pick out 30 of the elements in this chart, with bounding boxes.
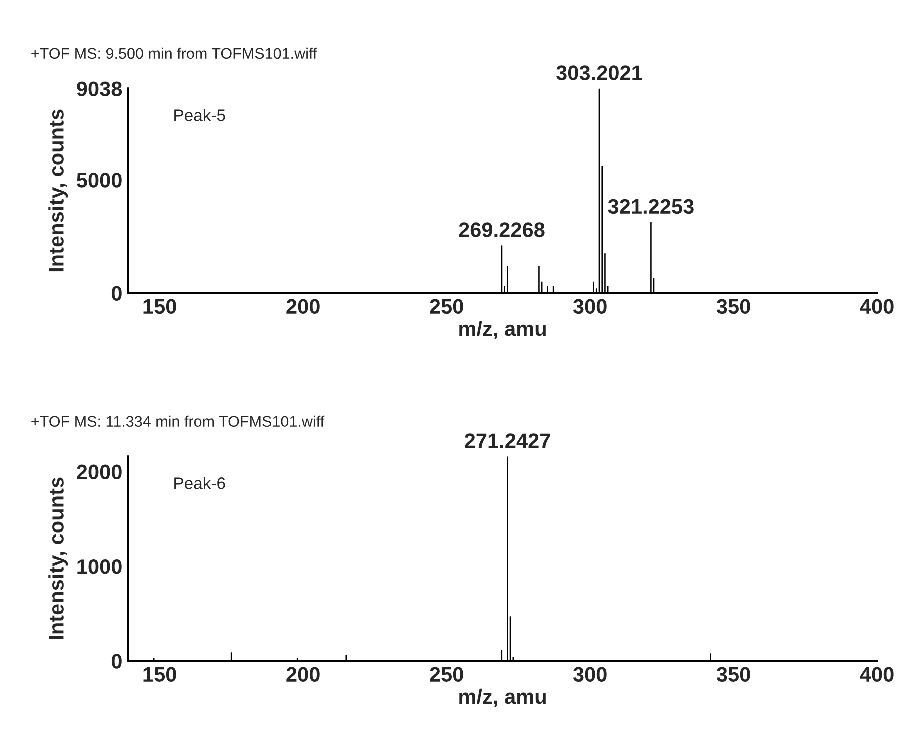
annotation: Peak-5 — [174, 109, 226, 122]
annotation: 271.2427 — [465, 434, 550, 448]
x-tick-label: 250 — [430, 667, 464, 682]
x-tick-label: 150 — [144, 667, 176, 682]
x-tick-label: 350 — [716, 299, 750, 314]
x-tick-label: 200 — [286, 667, 320, 682]
y-tick-label: 9038 — [77, 82, 122, 96]
x-tick-label: 200 — [286, 299, 320, 314]
x-tick-label: 400 — [860, 299, 894, 314]
x-axis-title: m/z, amu — [460, 320, 546, 340]
annotation: Peak-6 — [174, 477, 226, 490]
x-tick-label: 400 — [860, 667, 894, 682]
y-tick-label: 0 — [112, 286, 122, 301]
y-axis-title: Intensity, counts — [48, 478, 68, 640]
chart-title: +TOF MS: 9.500 min from TOFMS101.wiff — [32, 48, 318, 60]
x-tick-label: 250 — [430, 299, 464, 314]
y-tick-label: 2000 — [77, 464, 122, 480]
chart-title: +TOF MS: 11.334 min from TOFMS101.wiff — [32, 416, 325, 428]
x-tick-label: 300 — [573, 667, 607, 682]
y-tick-label: 0 — [112, 654, 122, 669]
x-tick-label: 300 — [573, 299, 607, 314]
annotation: 303.2021 — [556, 66, 642, 80]
y-tick-label: 1000 — [78, 559, 122, 574]
annotation: 269.2268 — [459, 222, 545, 238]
x-axis-title: m/z, amu — [460, 688, 546, 708]
y-tick-label: 5000 — [77, 173, 122, 188]
y-axis-title: Intensity, counts — [48, 110, 68, 272]
x-tick-label: 350 — [716, 667, 750, 682]
x-tick-label: 150 — [144, 299, 176, 314]
annotation: 321.2253 — [608, 199, 694, 214]
